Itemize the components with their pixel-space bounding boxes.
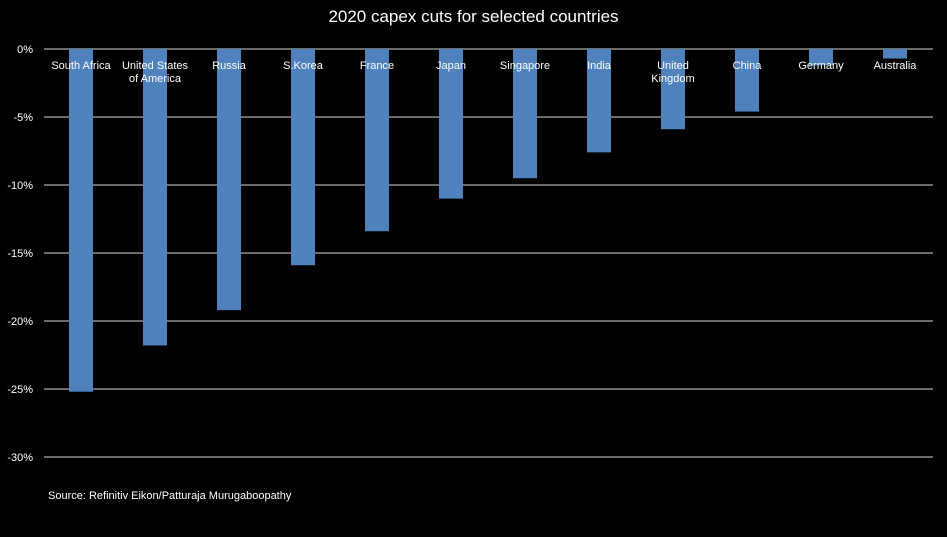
- bar: [217, 49, 241, 311]
- bar: [513, 49, 537, 179]
- bar: [143, 49, 167, 346]
- y-tick-label: -25%: [7, 384, 33, 396]
- x-tick-label: Germany: [798, 60, 844, 72]
- y-tick-label: -15%: [7, 248, 33, 260]
- x-tick-label: South Africa: [51, 60, 111, 72]
- y-tick-label: -5%: [13, 112, 33, 124]
- y-tick-label: -30%: [7, 452, 33, 464]
- bar: [883, 49, 907, 59]
- y-tick-label: -10%: [7, 180, 33, 192]
- bar: [735, 49, 759, 112]
- y-tick-label: 0%: [17, 44, 33, 56]
- x-tick-label: of America: [129, 73, 182, 85]
- x-tick-label: Kingdom: [651, 73, 694, 85]
- x-tick-label: India: [587, 60, 612, 72]
- source-note: Source: Refinitiv Eikon/Patturaja Muruga…: [48, 490, 292, 502]
- bar: [587, 49, 611, 153]
- bar: [69, 49, 93, 392]
- x-tick-label: Russia: [212, 60, 247, 72]
- x-tick-label: France: [360, 60, 394, 72]
- y-tick-label: -20%: [7, 316, 33, 328]
- bar: [809, 49, 833, 66]
- bar: [291, 49, 315, 266]
- bar: [661, 49, 685, 130]
- bar: [365, 49, 389, 232]
- x-tick-label: S.Korea: [283, 60, 324, 72]
- chart-title: 2020 capex cuts for selected countries: [328, 7, 619, 26]
- x-tick-label: China: [733, 60, 763, 72]
- bar: [439, 49, 463, 199]
- x-tick-label: Australia: [874, 60, 918, 72]
- x-tick-label: United States: [122, 60, 189, 72]
- x-tick-label: United: [657, 60, 689, 72]
- x-tick-label: Singapore: [500, 60, 550, 72]
- x-tick-label: Japan: [436, 60, 466, 72]
